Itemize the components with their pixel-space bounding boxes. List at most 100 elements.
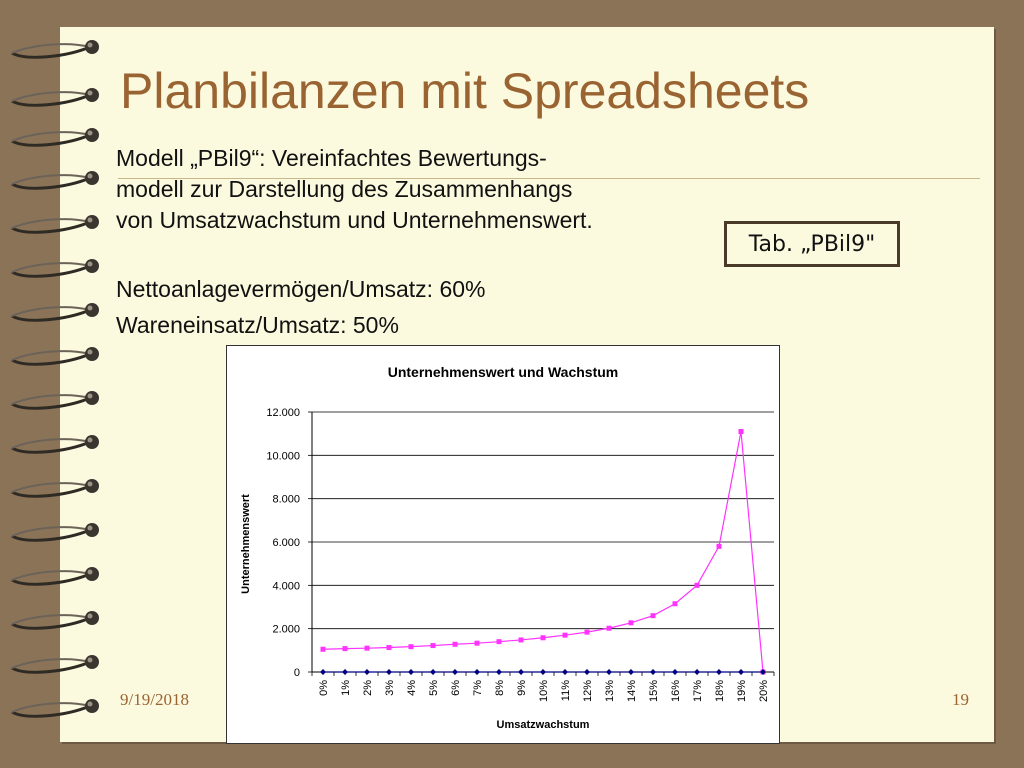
x-tick-label: 11% <box>560 680 572 701</box>
data-point <box>760 669 766 675</box>
x-tick-label: 0% <box>318 680 330 696</box>
y-tick-label: 8.000 <box>272 494 300 506</box>
param-line-2: Wareneinsatz/Umsatz: 50% <box>116 312 399 338</box>
data-point <box>584 669 590 675</box>
x-tick-label: 18% <box>714 680 726 702</box>
x-tick-label: 16% <box>670 680 682 702</box>
chart-container: Unternehmenswert und Wachstum Unternehme… <box>226 345 780 744</box>
x-tick-label: 20% <box>758 680 770 702</box>
x-tick-label: 4% <box>406 680 418 696</box>
x-tick-label: 19% <box>736 680 748 702</box>
line-chart: Unternehmenswert und Wachstum Unternehme… <box>240 364 775 731</box>
data-point <box>562 669 568 675</box>
data-point <box>452 669 458 675</box>
y-tick-label: 6.000 <box>272 537 300 549</box>
binding-ring <box>6 206 102 238</box>
data-point <box>496 669 502 675</box>
y-tick-label: 4.000 <box>272 580 300 592</box>
data-point <box>474 669 480 675</box>
data-point <box>694 669 700 675</box>
data-point <box>650 669 656 675</box>
data-point <box>716 669 722 675</box>
x-tick-label: 13% <box>604 680 616 702</box>
data-point <box>408 644 414 650</box>
data-point <box>672 669 678 675</box>
data-point <box>606 625 612 631</box>
data-point <box>342 669 348 675</box>
data-point <box>518 637 524 643</box>
data-point <box>364 645 370 651</box>
y-tick-label: 2.000 <box>272 624 300 636</box>
y-axis-label: Unternehmenswert <box>240 494 252 594</box>
data-point <box>386 645 392 651</box>
data-point <box>628 669 634 675</box>
slide-title: Planbilanzen mit Spreadsheets <box>120 63 810 119</box>
data-point <box>716 543 722 549</box>
x-tick-label: 3% <box>384 680 396 696</box>
binding-ring <box>6 338 102 370</box>
data-point <box>628 620 634 626</box>
binding-ring <box>6 602 102 634</box>
data-point <box>606 669 612 675</box>
x-tick-label: 1% <box>340 680 352 696</box>
data-point <box>430 643 436 649</box>
binding-ring <box>6 558 102 590</box>
x-tick-label: 12% <box>582 680 594 702</box>
x-tick-label: 10% <box>538 680 550 702</box>
data-point <box>540 635 546 641</box>
chart-title: Unternehmenswert und Wachstum <box>388 364 619 380</box>
x-tick-label: 14% <box>626 680 638 702</box>
y-tick-label: 0 <box>294 667 300 679</box>
x-tick-label: 2% <box>362 680 374 696</box>
footer-date: 9/19/2018 <box>120 690 189 709</box>
data-point <box>738 429 744 434</box>
data-point <box>452 641 458 647</box>
data-point <box>364 669 370 675</box>
data-point <box>342 646 348 652</box>
data-point <box>474 640 480 646</box>
data-point <box>408 669 414 675</box>
binding-ring <box>6 426 102 458</box>
data-point <box>386 669 392 675</box>
y-tick-label: 10.000 <box>266 450 300 462</box>
x-tick-label: 6% <box>450 680 462 696</box>
binding-ring <box>6 119 102 151</box>
data-point <box>496 639 502 645</box>
binding-ring <box>6 294 102 326</box>
binding-ring <box>6 79 102 111</box>
binding-ring <box>6 250 102 282</box>
data-point <box>672 601 678 607</box>
x-tick-label: 17% <box>692 680 704 702</box>
footer-page-number: 19 <box>952 690 969 709</box>
data-point <box>562 632 568 638</box>
paragraph-line-1: Modell „PBil9“: Vereinfachtes Bewertungs… <box>116 145 547 171</box>
data-point <box>320 669 326 675</box>
x-tick-label: 7% <box>472 680 484 696</box>
x-tick-label: 8% <box>494 680 506 696</box>
table-reference-box: Tab. „PBil9" <box>724 221 900 267</box>
x-tick-label: 5% <box>428 680 440 696</box>
binding-ring <box>6 514 102 546</box>
data-point <box>430 669 436 675</box>
data-point <box>518 669 524 675</box>
title-rule <box>118 178 980 179</box>
data-point <box>584 629 590 635</box>
binding-ring <box>6 470 102 502</box>
param-line-1: Nettoanlagevermögen/Umsatz: 60% <box>116 276 486 302</box>
paragraph-line-2: modell zur Darstellung des Zusammenhangs <box>116 176 573 202</box>
binding-ring <box>6 690 102 722</box>
x-axis-label: Umsatzwachstum <box>497 719 590 731</box>
data-point <box>650 613 656 619</box>
binding-ring <box>6 162 102 194</box>
x-tick-label: 9% <box>516 680 528 696</box>
paragraph-line-3: von Umsatzwachstum und Unternehmenswert. <box>116 207 593 233</box>
table-reference-label: Tab. „PBil9" <box>748 231 876 257</box>
binding-ring <box>6 31 102 63</box>
binding-ring <box>6 382 102 414</box>
data-point <box>738 669 744 675</box>
y-tick-label: 12.000 <box>266 407 300 419</box>
data-point <box>320 646 326 652</box>
x-tick-label: 15% <box>648 680 660 702</box>
data-point <box>540 669 546 675</box>
binding-ring <box>6 646 102 678</box>
